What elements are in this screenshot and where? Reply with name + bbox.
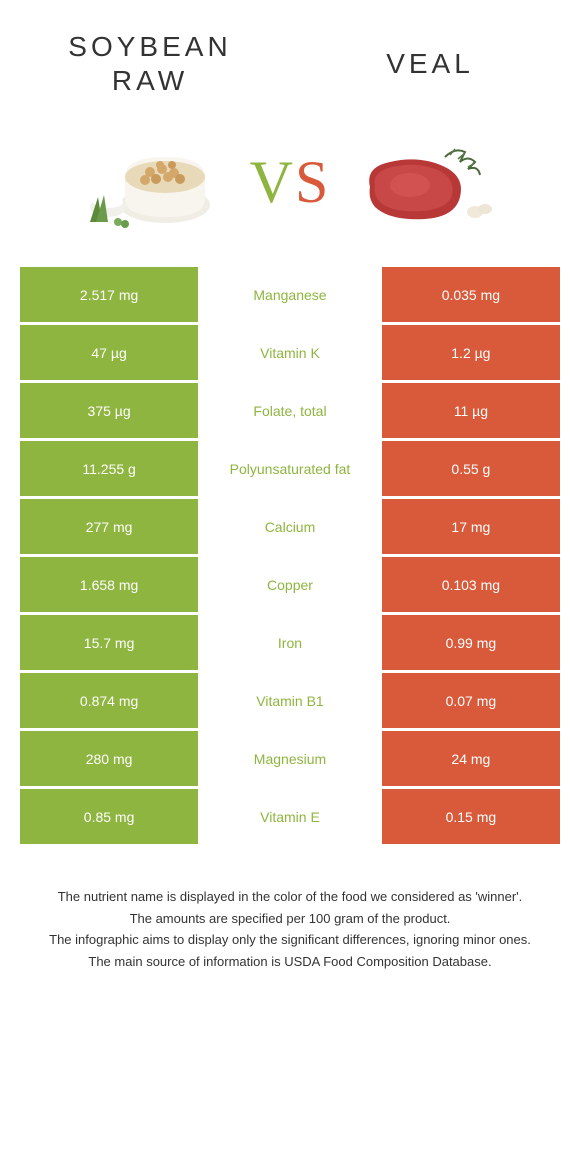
footer-notes: The nutrient name is displayed in the co… [0, 847, 580, 993]
nutrient-table: 2.517 mgManganese0.035 mg47 µgVitamin K1… [0, 267, 580, 844]
right-value-cell: 0.55 g [382, 441, 560, 496]
nutrient-name-cell: Manganese [198, 267, 382, 322]
right-value-cell: 0.07 mg [382, 673, 560, 728]
nutrient-name-cell: Copper [198, 557, 382, 612]
left-value-cell: 277 mg [20, 499, 198, 554]
nutrient-name-cell: Calcium [198, 499, 382, 554]
nutrient-name-cell: Magnesium [198, 731, 382, 786]
nutrient-name-cell: Vitamin B1 [198, 673, 382, 728]
food-left-title: SOYBEAN RAW [50, 30, 250, 97]
footer-line-2: The amounts are specified per 100 gram o… [30, 909, 550, 929]
table-row: 15.7 mgIron0.99 mg [20, 615, 560, 670]
table-row: 2.517 mgManganese0.035 mg [20, 267, 560, 322]
table-row: 0.874 mgVitamin B10.07 mg [20, 673, 560, 728]
table-row: 280 mgMagnesium24 mg [20, 731, 560, 786]
nutrient-name-cell: Iron [198, 615, 382, 670]
vs-s-letter: S [295, 149, 330, 215]
nutrient-name-cell: Vitamin E [198, 789, 382, 844]
left-value-cell: 15.7 mg [20, 615, 198, 670]
footer-line-1: The nutrient name is displayed in the co… [30, 887, 550, 907]
soybean-image [80, 127, 240, 237]
left-value-cell: 2.517 mg [20, 267, 198, 322]
right-value-cell: 11 µg [382, 383, 560, 438]
right-value-cell: 0.035 mg [382, 267, 560, 322]
nutrient-name-cell: Vitamin K [198, 325, 382, 380]
vs-v-letter: V [250, 149, 295, 215]
table-row: 11.255 gPolyunsaturated fat0.55 g [20, 441, 560, 496]
right-value-cell: 24 mg [382, 731, 560, 786]
left-value-cell: 1.658 mg [20, 557, 198, 612]
left-value-cell: 0.874 mg [20, 673, 198, 728]
infographic-container: SOYBEAN RAW VEAL [0, 0, 580, 1174]
right-value-cell: 0.15 mg [382, 789, 560, 844]
right-value-cell: 0.99 mg [382, 615, 560, 670]
veal-image [340, 127, 500, 237]
table-row: 47 µgVitamin K1.2 µg [20, 325, 560, 380]
vs-row: VS [0, 107, 580, 267]
nutrient-name-cell: Folate, total [198, 383, 382, 438]
table-row: 0.85 mgVitamin E0.15 mg [20, 789, 560, 844]
table-row: 375 µgFolate, total11 µg [20, 383, 560, 438]
left-value-cell: 47 µg [20, 325, 198, 380]
footer-line-3: The infographic aims to display only the… [30, 930, 550, 950]
left-value-cell: 375 µg [20, 383, 198, 438]
footer-line-4: The main source of information is USDA F… [30, 952, 550, 972]
vs-label: VS [250, 148, 331, 217]
food-right-title: VEAL [330, 47, 530, 81]
header: SOYBEAN RAW VEAL [0, 0, 580, 107]
table-row: 277 mgCalcium17 mg [20, 499, 560, 554]
left-value-cell: 0.85 mg [20, 789, 198, 844]
right-value-cell: 17 mg [382, 499, 560, 554]
right-value-cell: 0.103 mg [382, 557, 560, 612]
right-value-cell: 1.2 µg [382, 325, 560, 380]
left-value-cell: 11.255 g [20, 441, 198, 496]
nutrient-name-cell: Polyunsaturated fat [198, 441, 382, 496]
left-value-cell: 280 mg [20, 731, 198, 786]
table-row: 1.658 mgCopper0.103 mg [20, 557, 560, 612]
